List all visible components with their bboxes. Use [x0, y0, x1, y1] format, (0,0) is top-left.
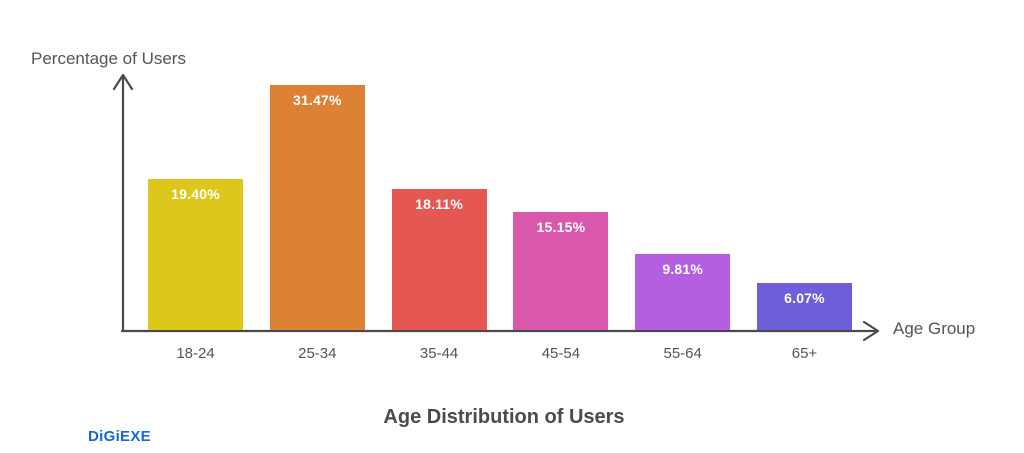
bar-value-label: 31.47%	[292, 92, 342, 109]
bar-group: 18.11%	[391, 72, 487, 330]
plot-area: 19.40% 31.47% 18.11% 15.15% 9.81% 6.07%	[148, 72, 852, 330]
x-tick-label: 45-54	[541, 345, 581, 362]
x-tick-label: 25-34	[298, 345, 337, 362]
x-tick-label: 18-24	[176, 345, 215, 362]
bar-group: 15.15%	[513, 72, 609, 330]
bar-value-label: 18.11%	[415, 196, 464, 213]
chart-title: Age Distribution of Users	[383, 406, 625, 428]
bar-group: 19.40%	[148, 72, 243, 330]
bar: 31.47%	[269, 85, 365, 330]
x-tick-label: 35-44	[419, 345, 459, 362]
bar: 18.11%	[391, 189, 487, 330]
x-tick-label: 65+	[791, 345, 818, 362]
bar: 15.15%	[513, 212, 609, 330]
bar-value-label: 15.15%	[536, 219, 586, 236]
x-axis-arrow-icon	[862, 320, 880, 342]
bar-value-label: 19.40%	[171, 186, 220, 203]
x-axis-label: Age Group	[893, 319, 976, 338]
bar-group: 6.07%	[756, 72, 852, 330]
digiexe-logo: DiGiEXE	[88, 428, 151, 445]
bar: 6.07%	[756, 282, 852, 330]
bar-group: 31.47%	[269, 72, 365, 330]
bar: 9.81%	[635, 253, 731, 330]
x-tick-row: 18-24 25-34 35-44 45-54 55-64 65+	[148, 345, 852, 362]
y-axis-arrow-icon	[112, 73, 134, 91]
bar-group: 9.81%	[635, 72, 731, 330]
bar-value-label: 9.81%	[662, 260, 704, 277]
bar: 19.40%	[148, 179, 243, 330]
x-tick-label: 55-64	[663, 345, 702, 362]
bar-value-label: 6.07%	[784, 289, 825, 306]
y-axis-label: Percentage of Users	[31, 49, 186, 68]
